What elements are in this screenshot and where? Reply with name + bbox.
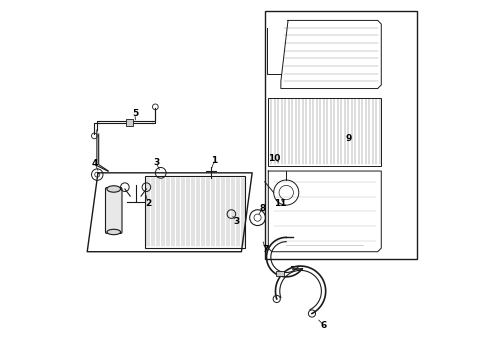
Text: 7: 7 (263, 246, 269, 255)
Text: 9: 9 (346, 134, 352, 143)
Bar (269, 98, 381, 166)
Text: 4: 4 (92, 159, 98, 168)
Text: 11: 11 (274, 199, 286, 208)
Bar (145, 176, 245, 248)
Ellipse shape (107, 229, 121, 235)
Text: 8: 8 (259, 204, 266, 213)
Bar (126, 119, 133, 126)
Text: 3: 3 (153, 158, 159, 167)
Ellipse shape (107, 186, 121, 192)
Bar (276, 271, 284, 276)
Bar (265, 12, 417, 259)
FancyBboxPatch shape (105, 188, 122, 233)
Text: 3: 3 (233, 217, 239, 226)
Text: 10: 10 (268, 154, 281, 163)
Text: 6: 6 (321, 321, 327, 330)
Text: 5: 5 (132, 109, 138, 118)
Text: 1: 1 (211, 156, 218, 165)
Text: 2: 2 (145, 199, 151, 208)
